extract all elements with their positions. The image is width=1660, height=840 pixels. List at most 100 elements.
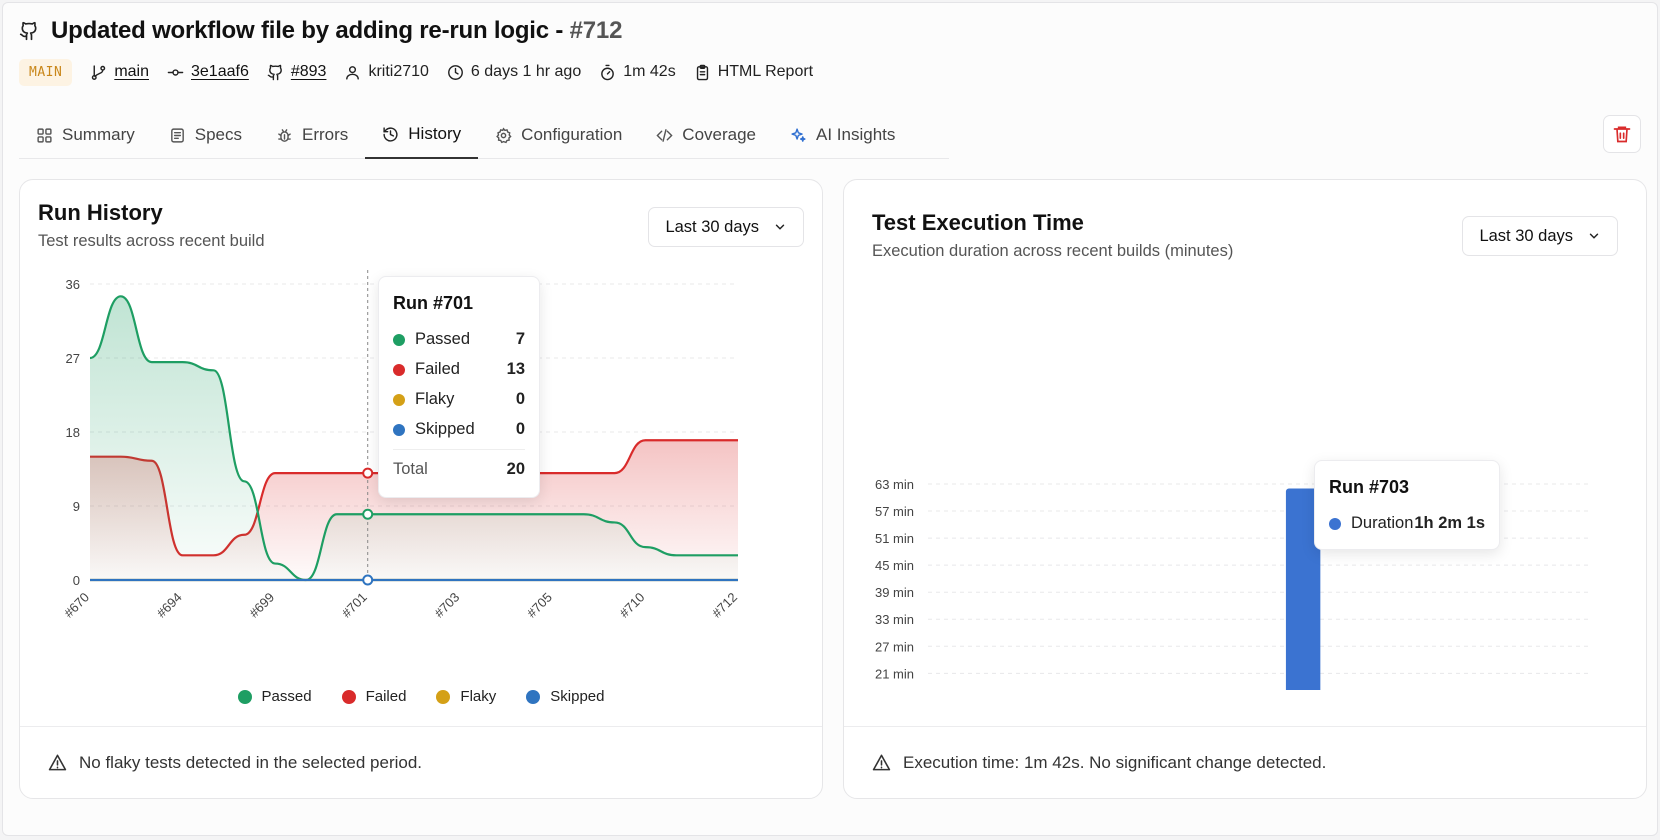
x-tick-label: #705 [524, 590, 555, 621]
pr-link[interactable]: #893 [267, 63, 327, 81]
tab-history[interactable]: History [365, 111, 479, 159]
x-tick-label: #703 [431, 590, 462, 621]
chevron-down-icon [775, 224, 785, 230]
y-tick-label: 18 [66, 425, 80, 440]
stopwatch-icon [601, 64, 615, 80]
branch-link[interactable]: main [90, 63, 149, 81]
run-duration: 1m 42s [599, 63, 676, 81]
y-tick-label: 27 [66, 351, 80, 366]
author: kriti2710 [344, 63, 429, 81]
flaky-dot [393, 393, 405, 406]
sparkle-icon [791, 127, 806, 142]
warning-icon [48, 754, 67, 771]
tab-summary-label: Summary [62, 125, 135, 144]
run-duration-text: 1m 42s [623, 63, 676, 80]
chevron-down-icon [1589, 233, 1599, 239]
tab-ai-insights[interactable]: AI Insights [773, 111, 912, 159]
tab-errors-label: Errors [301, 125, 349, 144]
branch-link-text[interactable]: main [114, 63, 149, 80]
file-text-icon [170, 127, 184, 143]
exec-tooltip-row: Duration 1h 2m 1s [1329, 514, 1485, 533]
x-tick-label: #701 [339, 590, 370, 621]
y-tick-label: 21 min [875, 666, 914, 681]
y-tick-label: 0 [73, 573, 80, 588]
commit-link[interactable]: 3e1aaf6 [167, 63, 249, 81]
y-tick-label: 27 min [875, 639, 914, 654]
tooltip-title: Run #701 [393, 293, 474, 313]
tooltip-value: 7 [515, 330, 525, 348]
html-report-text[interactable]: HTML Report [717, 63, 814, 80]
commit-link-text[interactable]: 3e1aaf6 [191, 63, 249, 80]
github-icon [267, 64, 282, 80]
legend-skipped[interactable]: Skipped [526, 688, 604, 705]
skipped-hover-point [362, 574, 374, 586]
tooltip-total-value: 20 [506, 460, 525, 478]
pr-link-text[interactable]: #893 [290, 63, 327, 80]
tab-specs[interactable]: Specs [152, 111, 259, 159]
passed-area [90, 296, 738, 580]
delete-button[interactable] [1603, 115, 1641, 153]
run-history-footer: No flaky tests detected in the selected … [20, 726, 822, 798]
duration-bar [1285, 488, 1321, 690]
exec-time-range-value: Last 30 days [1479, 226, 1573, 245]
tab-configuration[interactable]: Configuration [478, 111, 639, 159]
tooltip-total-label: Total [393, 460, 428, 478]
bug-icon [278, 128, 291, 142]
tab-specs-label: Specs [194, 125, 242, 144]
legend-label: Passed [261, 688, 312, 705]
exec-tooltip-value: 1h 2m 1s [1414, 514, 1485, 532]
warning-icon [872, 754, 891, 771]
page-header: Updated workflow file by adding re-run l… [19, 15, 622, 47]
x-tick-label: #712 [709, 590, 740, 621]
tooltip-row-failed: Failed 13 [393, 360, 525, 379]
gear-icon [496, 126, 512, 143]
page-title: Updated workflow file by adding re-run l… [51, 17, 622, 45]
tooltip-label: Skipped [415, 420, 475, 438]
tab-coverage-label: Coverage [682, 125, 757, 144]
legend-failed[interactable]: Failed [341, 688, 407, 705]
exec-time-range-select[interactable]: Last 30 days [1462, 216, 1618, 256]
legend-flaky[interactable]: Flaky [436, 688, 496, 705]
clipboard-icon [696, 64, 708, 80]
skipped-dot [393, 423, 405, 436]
y-tick-label: 36 [66, 277, 80, 292]
run-history-card: Run History Test results across recent b… [19, 179, 823, 799]
tab-ai-insights-label: AI Insights [816, 125, 896, 144]
tooltip-value: 13 [506, 360, 525, 378]
passed-dot [393, 333, 405, 346]
tooltip-row-flaky: Flaky 0 [393, 390, 525, 409]
x-tick-label: #670 [61, 590, 92, 621]
duration-dot [1329, 517, 1341, 530]
tab-coverage[interactable]: Coverage [639, 111, 773, 159]
time-ago: 6 days 1 hr ago [447, 63, 581, 81]
page-title-text: Updated workflow file by adding re-run l… [51, 17, 564, 44]
user-icon [346, 65, 360, 80]
run-meta: MAIN main 3e1aaf6 #893 kriti2710 6 days … [19, 57, 813, 87]
tab-summary[interactable]: Summary [19, 111, 152, 159]
passed-dot [237, 689, 252, 704]
branch-badge: MAIN [19, 58, 73, 86]
tooltip-value: 0 [515, 390, 525, 408]
passed-series-line [89, 295, 738, 582]
y-tick-label: 51 min [875, 531, 914, 546]
run-history-range-select[interactable]: Last 30 days [648, 207, 804, 247]
run-history-footer-text: No flaky tests detected in the selected … [79, 752, 423, 772]
legend-label: Failed [365, 688, 407, 705]
exec-time-tooltip: Run #703 Duration 1h 2m 1s [1314, 460, 1500, 550]
y-tick-label: 9 [73, 499, 80, 514]
tab-errors[interactable]: Errors [259, 111, 365, 159]
author-name: kriti2710 [368, 63, 429, 80]
tooltip-value: 0 [515, 420, 525, 438]
exec-time-footer-text: Execution time: 1m 42s. No significant c… [903, 752, 1327, 772]
time-ago-text: 6 days 1 hr ago [470, 63, 582, 80]
html-report-link[interactable]: HTML Report [694, 63, 813, 81]
x-tick-label: #699 [246, 590, 277, 621]
history-icon [383, 126, 398, 142]
run-history-tooltip: Run #701 Passed 7 Failed 13 Flaky 0 Skip… [378, 276, 540, 498]
x-tick-label: #710 [616, 590, 647, 621]
clock-icon [447, 64, 463, 80]
failed-dot [341, 689, 356, 704]
legend-passed[interactable]: Passed [237, 688, 312, 705]
git-branch-icon [92, 64, 106, 80]
